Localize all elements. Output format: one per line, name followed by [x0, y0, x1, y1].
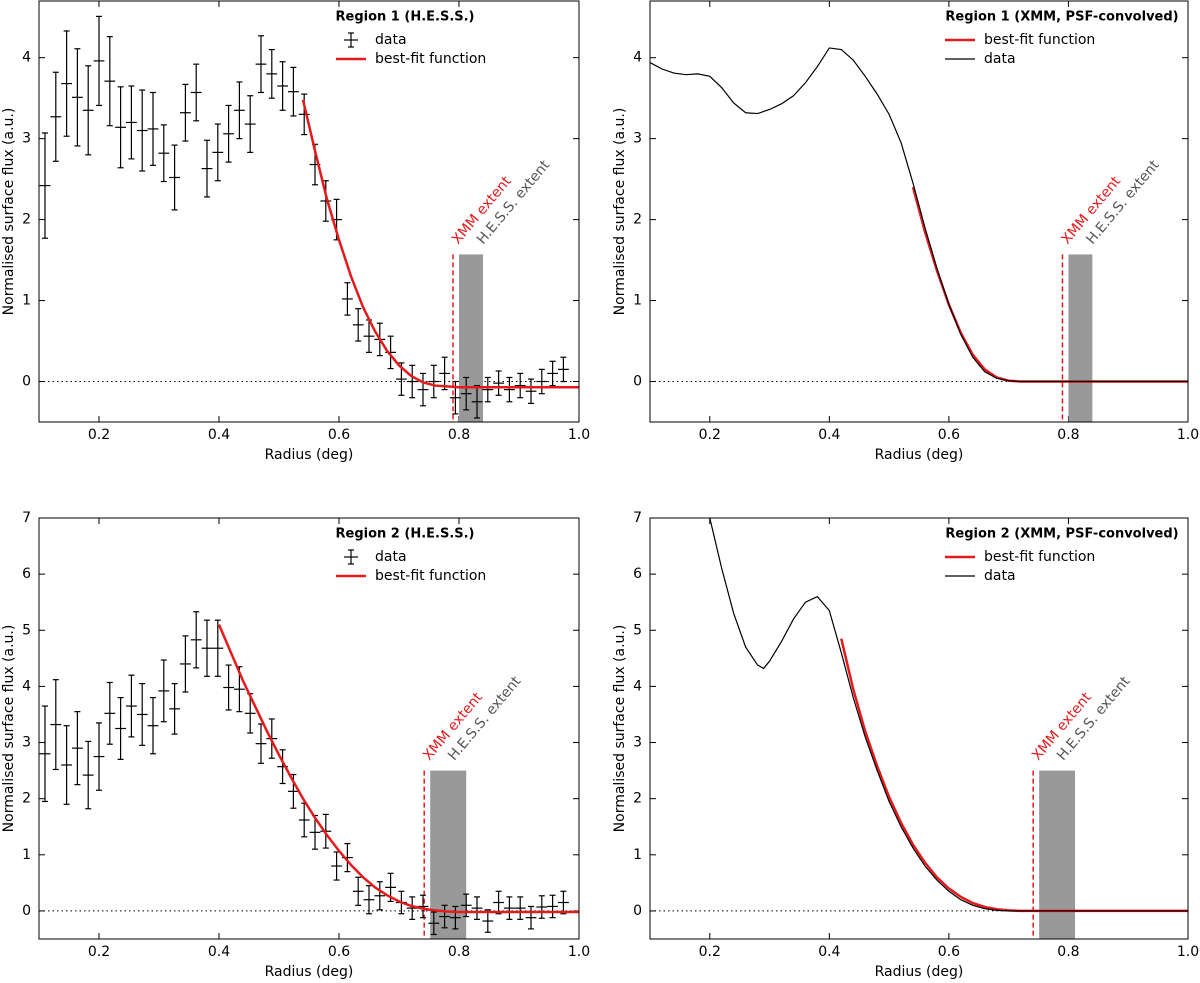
plot-area: [39, 611, 579, 936]
legend-label: data: [375, 32, 407, 48]
plot-area: [39, 15, 579, 419]
plot-area: [650, 47, 1188, 383]
legend-label: best-fit function: [375, 51, 486, 67]
y-tick-label: 1: [633, 847, 642, 863]
hess-extent: [1039, 770, 1076, 939]
axes-frame: [38, 0, 580, 423]
y-tick-label: 4: [22, 50, 31, 66]
panel: 0.2 0.4 0.6 0.8 1.0 0 1 2 3 4 Radius (deg) Normalis…: [612, 0, 1199, 463]
legend-title: Region 1 (H.E.S.S.): [336, 10, 475, 25]
line: [709, 518, 1188, 912]
y-tick-label: 3: [633, 131, 642, 147]
y-tick-label: 3: [22, 131, 31, 147]
x-axis-label: Radius (deg): [265, 447, 354, 463]
panel: 0.2 0.4 0.6 0.8 1.0 0 1 2 3 4 Radius (deg) Normalis…: [1, 0, 590, 463]
x-tick-label: 1.0: [1177, 944, 1199, 960]
x-tick-label: 0.8: [448, 427, 470, 443]
y-tick-label: 0: [633, 374, 642, 390]
line: [650, 47, 1188, 383]
x-tick-label: 0.6: [328, 427, 350, 443]
y-axis-label: Normalised surface flux (a.u.): [612, 625, 628, 833]
line: [217, 624, 579, 914]
y-tick-label: 6: [22, 566, 31, 582]
x-tick-label: 1.0: [1177, 427, 1199, 443]
y-tick-label: 4: [22, 678, 31, 694]
y-tick-label: 5: [633, 622, 642, 638]
y-tick-label: 1: [22, 847, 31, 863]
y-tick-label: 1: [633, 293, 642, 309]
y-tick-label: 6: [633, 566, 642, 582]
y-tick-label: 2: [633, 212, 642, 228]
legend-label: best-fit function: [375, 568, 486, 584]
y-tick-label: 0: [22, 903, 31, 919]
y-tick-label: 3: [633, 735, 642, 751]
y-tick-label: 4: [633, 678, 642, 694]
y-tick-label: 1: [22, 293, 31, 309]
legend-label: best-fit function: [984, 32, 1095, 48]
panel: 0.2 0.4 0.6 0.8 1.0 0 1 2 3 4 5 6 7 Radius (deg) Norma…: [1, 510, 590, 980]
y-tick-label: 7: [22, 510, 31, 526]
legend-label: data: [375, 549, 407, 565]
line: [840, 638, 1188, 913]
legend-label: data: [984, 568, 1016, 584]
y-tick-label: 7: [633, 510, 642, 526]
x-tick-label: 1.0: [568, 944, 590, 960]
x-axis-label: Radius (deg): [265, 964, 354, 980]
legend-label: data: [984, 51, 1016, 67]
line: [911, 186, 1188, 383]
line: [301, 99, 579, 389]
axes-frame: [649, 0, 1189, 423]
hess-extent: [459, 254, 483, 422]
x-tick-label: 0.4: [208, 944, 230, 960]
x-tick-label: 0.4: [208, 427, 230, 443]
x-tick-label: 0.2: [88, 427, 110, 443]
axes-frame: [38, 517, 580, 940]
x-tick-label: 0.2: [88, 944, 110, 960]
x-tick-label: 0.4: [818, 427, 840, 443]
x-tick-label: 0.2: [699, 427, 721, 443]
y-tick-label: 0: [633, 903, 642, 919]
axes-frame: [649, 517, 1189, 940]
y-tick-label: 4: [633, 50, 642, 66]
plot-area: [709, 518, 1188, 913]
x-tick-label: 0.8: [1057, 944, 1079, 960]
y-tick-label: 2: [22, 212, 31, 228]
x-tick-label: 0.8: [448, 944, 470, 960]
y-tick-label: 0: [22, 374, 31, 390]
legend-title: Region 1 (XMM, PSF-convolved): [945, 10, 1178, 25]
y-axis-label: Normalised surface flux (a.u.): [1, 108, 17, 316]
hess-extent: [1068, 254, 1093, 422]
x-axis-label: Radius (deg): [875, 447, 964, 463]
y-tick-label: 2: [633, 791, 642, 807]
legend-title: Region 2 (XMM, PSF-convolved): [945, 527, 1178, 542]
x-tick-label: 0.6: [328, 944, 350, 960]
y-axis-label: Normalised surface flux (a.u.): [1, 625, 17, 833]
x-tick-label: 0.2: [699, 944, 721, 960]
x-tick-label: 0.8: [1057, 427, 1079, 443]
y-tick-label: 5: [22, 622, 31, 638]
y-tick-label: 2: [22, 791, 31, 807]
hess-extent: [430, 770, 467, 939]
x-tick-label: 0.6: [938, 427, 960, 443]
x-tick-label: 0.4: [818, 944, 840, 960]
x-tick-label: 1.0: [568, 427, 590, 443]
x-tick-label: 0.6: [938, 944, 960, 960]
y-axis-label: Normalised surface flux (a.u.): [612, 108, 628, 316]
legend-label: best-fit function: [984, 549, 1095, 565]
x-axis-label: Radius (deg): [875, 964, 964, 980]
y-tick-label: 3: [22, 735, 31, 751]
legend-title: Region 2 (H.E.S.S.): [336, 527, 475, 542]
panel: 0.2 0.4 0.6 0.8 1.0 0 1 2 3 4 5 6 7 Radius (deg) Norma…: [612, 510, 1199, 980]
